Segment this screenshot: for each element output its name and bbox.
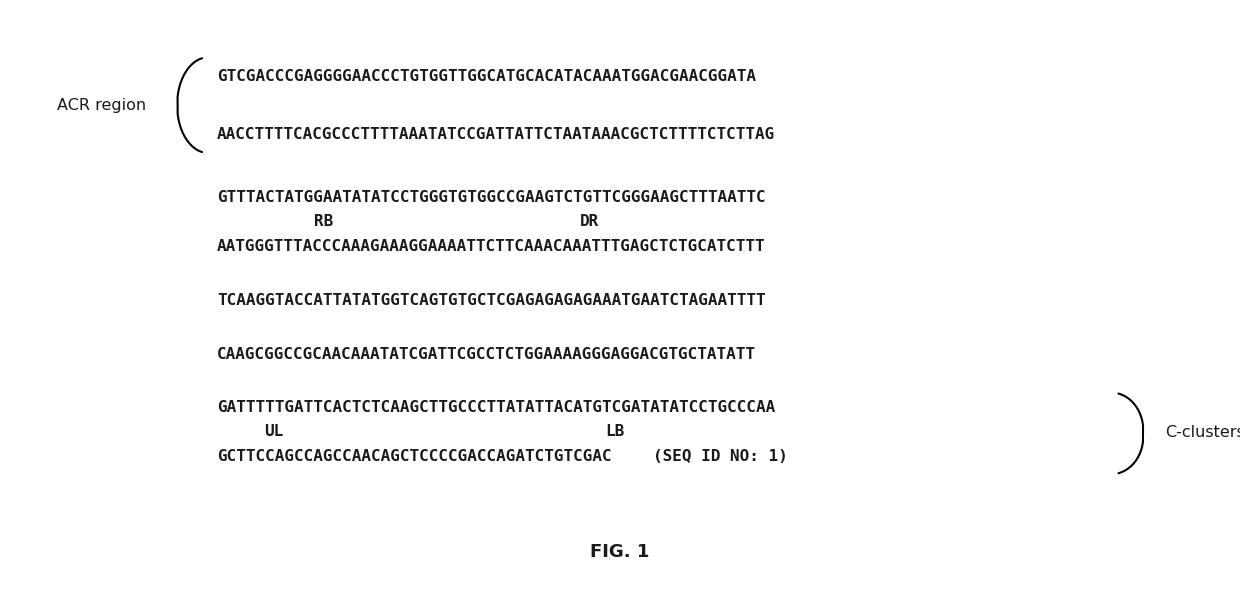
Text: AATGGGTTTACCCAAAGAAAGGAAAATTCTTCAAACAAATTTGAGCTCTGCATCTTT: AATGGGTTTACCCAAAGAAAGGAAAATTCTTCAAACAAAT…	[217, 239, 765, 254]
Text: RB: RB	[314, 215, 334, 229]
Text: (SEQ ID NO: 1): (SEQ ID NO: 1)	[653, 449, 789, 464]
Text: GCTTCCAGCCAGCCAACAGCTCCCCGACCAGATCTGTCGAC: GCTTCCAGCCAGCCAACAGCTCCCCGACCAGATCTGTCGA…	[217, 449, 611, 464]
Text: ACR region: ACR region	[57, 98, 146, 113]
Text: CAAGCGGCCGCAACAAATATCGATTCGCCTCTGGAAAAGGGAGGACGTGCTATATT: CAAGCGGCCGCAACAAATATCGATTCGCCTCTGGAAAAGG…	[217, 347, 756, 362]
Text: UL: UL	[264, 424, 284, 439]
Text: DR: DR	[580, 215, 600, 229]
Text: GATTTTTGATTCACTCTCAAGCTTGCCCTTATATTACATGTCGATATATCCTGCCCAA: GATTTTTGATTCACTCTCAAGCTTGCCCTTATATTACATG…	[217, 400, 775, 415]
Text: TCAAGGTACCATTATATGGTCAGTGTGCTCGAGAGAGAGAAATGAATCTAGAATTTT: TCAAGGTACCATTATATGGTCAGTGTGCTCGAGAGAGAGA…	[217, 293, 765, 308]
Text: GTTTACTATGGAATATATCCTGGGTGTGGCCGAAGTCTGTTCGGGAAGCTTTAATTC: GTTTACTATGGAATATATCCTGGGTGTGGCCGAAGTCTGT…	[217, 190, 765, 205]
Text: GTCGACCCGAGGGGAACCCTGTGGTTGGCATGCACATACAAATGGACGAACGGATA: GTCGACCCGAGGGGAACCCTGTGGTTGGCATGCACATACA…	[217, 69, 756, 84]
Text: AACCTTTTCACGCCCTTTTAAATATCCGATTATTCTAATAAACGCTCTTTTCTCTTAG: AACCTTTTCACGCCCTTTTAAATATCCGATTATTCTAATA…	[217, 128, 775, 142]
Text: C-clusters: C-clusters	[1166, 425, 1240, 440]
Text: LB: LB	[605, 424, 625, 439]
Text: FIG. 1: FIG. 1	[590, 543, 650, 561]
